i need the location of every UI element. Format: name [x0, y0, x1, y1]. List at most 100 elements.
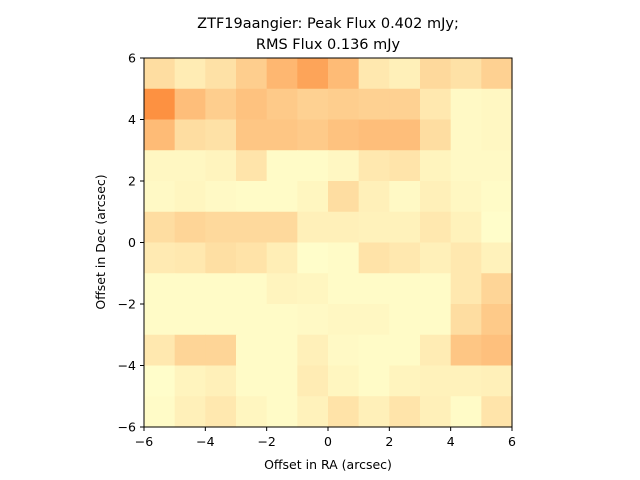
- heatmap-cell: [236, 396, 268, 428]
- heatmap-cell: [450, 150, 482, 182]
- heatmap-cell: [358, 181, 390, 213]
- heatmap-cell: [236, 58, 268, 90]
- chart-title-line-2: RMS Flux 0.136 mJy: [256, 37, 401, 53]
- heatmap-cell: [205, 88, 237, 121]
- x-tick-label: 0: [324, 434, 332, 449]
- heatmap-cell: [297, 242, 329, 274]
- heatmap-cell: [389, 211, 421, 244]
- heatmap-cell: [358, 119, 390, 151]
- heatmap-cell: [144, 119, 176, 151]
- heatmap-cell: [174, 181, 206, 213]
- heatmap-cell: [389, 273, 421, 305]
- heatmap-cell: [236, 304, 268, 336]
- y-tick-label: 4: [128, 112, 136, 127]
- heatmap-cell: [389, 365, 421, 397]
- heatmap-cell: [297, 150, 329, 182]
- heatmap-cell: [297, 88, 329, 121]
- heatmap-cell: [420, 58, 452, 90]
- heatmap-cell: [358, 88, 390, 121]
- heatmap-cell: [389, 181, 421, 213]
- heatmap-cell: [236, 181, 268, 213]
- heatmap-cell: [205, 365, 237, 397]
- heatmap-cell: [358, 211, 390, 244]
- heatmap-cell: [450, 181, 482, 213]
- heatmap-cell: [297, 365, 329, 397]
- heatmap-cell: [420, 304, 452, 336]
- heatmap-cell: [297, 334, 329, 367]
- x-tick-label: −6: [135, 434, 153, 449]
- heatmap-cell: [389, 242, 421, 274]
- heatmap-cell: [420, 242, 452, 274]
- heatmap-cell: [174, 365, 206, 397]
- x-tick-label: 2: [385, 434, 393, 449]
- heatmap-cell: [389, 150, 421, 182]
- heatmap-cell: [450, 304, 482, 336]
- heatmap-cell: [174, 396, 206, 428]
- heatmap-cell: [266, 150, 298, 182]
- heatmap-cell: [450, 273, 482, 305]
- chart-title-line-1: ZTF19aangier: Peak Flux 0.402 mJy;: [197, 16, 459, 32]
- x-tick-label: 6: [508, 434, 516, 449]
- heatmap-cell: [144, 150, 176, 182]
- heatmap-cell: [420, 334, 452, 367]
- heatmap-cell: [205, 396, 237, 428]
- heatmap-cell: [174, 304, 206, 336]
- heatmap-cell: [144, 242, 176, 274]
- y-tick-label: 0: [128, 235, 136, 250]
- heatmap-cell: [297, 396, 329, 428]
- heatmap-cell: [297, 273, 329, 305]
- heatmap-cell: [144, 273, 176, 305]
- heatmap-cell: [481, 88, 513, 121]
- heatmap-cell: [481, 119, 513, 151]
- heatmap-cell: [358, 304, 390, 336]
- heatmap-cell: [174, 150, 206, 182]
- heatmap-cell: [174, 88, 206, 121]
- heatmap-cell: [236, 150, 268, 182]
- heatmap-cell: [450, 211, 482, 244]
- heatmap-cell: [420, 396, 452, 428]
- heatmap-cell: [358, 365, 390, 397]
- heatmap-cell: [236, 211, 268, 244]
- heatmap-cell: [481, 242, 513, 274]
- heatmap-cell: [266, 304, 298, 336]
- y-axis-label: Offset in Dec (arcsec): [93, 174, 108, 309]
- heatmap-cell: [328, 334, 360, 367]
- heatmap-cell: [450, 365, 482, 397]
- heatmap-cell: [450, 88, 482, 121]
- heatmap-cell: [358, 396, 390, 428]
- heatmap-cell: [481, 365, 513, 397]
- heatmap-cell: [205, 150, 237, 182]
- heatmap-cell: [236, 273, 268, 305]
- heatmap-cell: [144, 365, 176, 397]
- heatmap-cell: [144, 304, 176, 336]
- heatmap-cell: [481, 181, 513, 213]
- heatmap-cell: [481, 211, 513, 244]
- heatmap-cell: [266, 365, 298, 397]
- heatmap-cells: [144, 58, 513, 428]
- heatmap-cell: [174, 334, 206, 367]
- heatmap-cell: [266, 181, 298, 213]
- heatmap-cell: [420, 88, 452, 121]
- heatmap-cell: [266, 273, 298, 305]
- heatmap-cell: [420, 150, 452, 182]
- heatmap-cell: [236, 119, 268, 151]
- heatmap-cell: [174, 119, 206, 151]
- heatmap-cell: [205, 273, 237, 305]
- heatmap-cell: [205, 334, 237, 367]
- heatmap-cell: [450, 58, 482, 90]
- heatmap-cell: [328, 181, 360, 213]
- heatmap-cell: [144, 211, 176, 244]
- heatmap-cell: [266, 242, 298, 274]
- heatmap-cell: [297, 58, 329, 90]
- heatmap-cell: [328, 273, 360, 305]
- heatmap-cell: [481, 396, 513, 428]
- heatmap-cell: [328, 396, 360, 428]
- heatmap-cell: [358, 150, 390, 182]
- heatmap-cell: [328, 242, 360, 274]
- heatmap-cell: [205, 304, 237, 336]
- heatmap-cell: [481, 58, 513, 90]
- heatmap-cell: [205, 181, 237, 213]
- heatmap-cell: [389, 396, 421, 428]
- heatmap-cell: [297, 304, 329, 336]
